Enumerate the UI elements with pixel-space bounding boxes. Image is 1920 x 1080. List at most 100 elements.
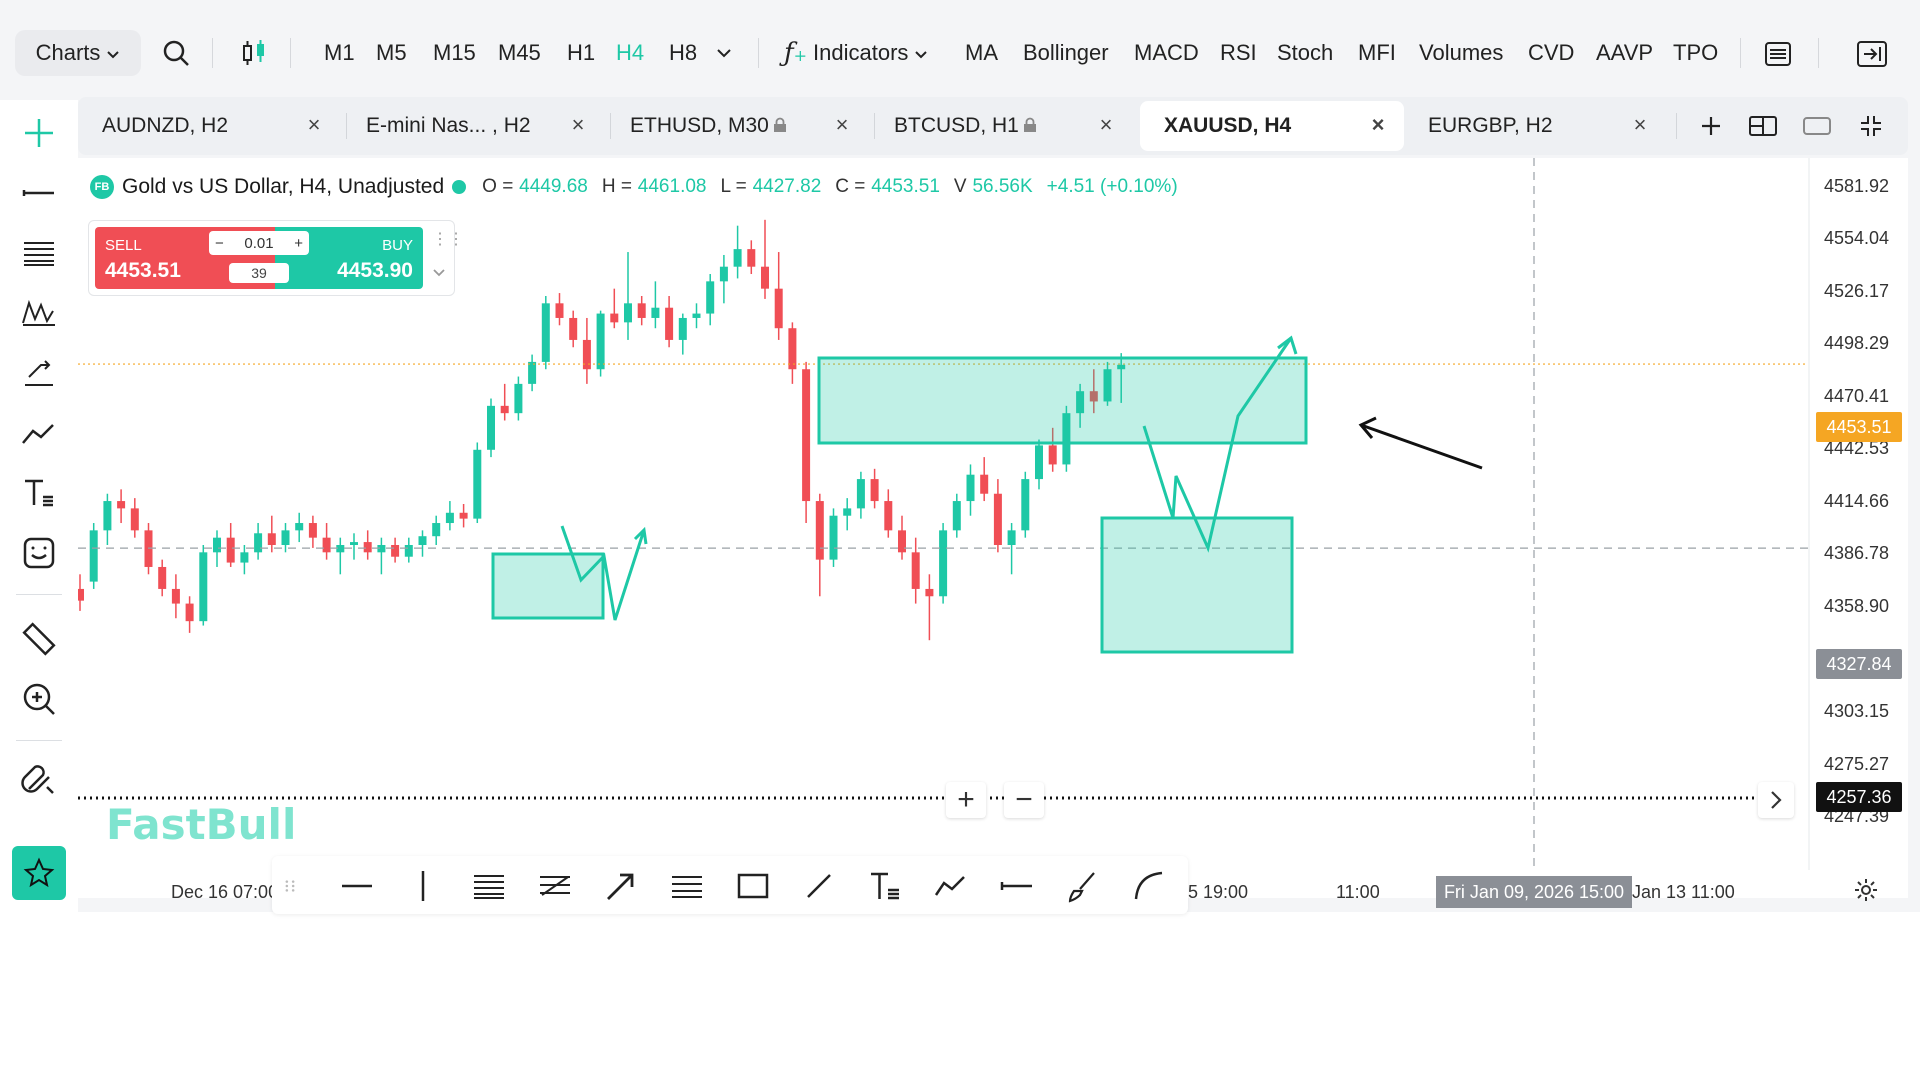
candle-body (870, 479, 879, 502)
tab-btcusd[interactable]: BTCUSD, H1 × (870, 101, 1132, 151)
timeframe-h8[interactable]: H8 (669, 40, 698, 65)
parallel-channel-icon[interactable] (666, 865, 708, 907)
timeframe-m15[interactable]: M15 (433, 40, 476, 65)
indicator-macd[interactable]: MACD (1134, 40, 1199, 65)
indicator-bollinger[interactable]: Bollinger (1023, 40, 1109, 65)
fibonacci-icon[interactable] (14, 228, 64, 278)
candle-body (624, 303, 632, 323)
vertical-line-icon[interactable] (402, 865, 444, 907)
charts-menu-button[interactable]: Charts (15, 30, 141, 76)
drag-handle-icon[interactable]: ⋮⋮ (432, 231, 464, 248)
indicator-aavp[interactable]: AAVP (1596, 40, 1654, 65)
candle-body (459, 512, 468, 519)
indicator-ma[interactable]: MA (965, 40, 998, 65)
fib-retracement-icon[interactable] (468, 865, 510, 907)
plus-icon[interactable]: + (294, 234, 303, 252)
price-chart[interactable] (78, 158, 1908, 898)
emoji-sticker-icon[interactable] (14, 528, 64, 578)
polyline-icon[interactable] (930, 865, 972, 907)
collapse-icon[interactable] (1856, 111, 1886, 141)
candle-body (774, 288, 783, 329)
layout-single-icon[interactable] (1802, 111, 1832, 141)
timeframe-h1[interactable]: H1 (567, 40, 596, 65)
ray-line-icon[interactable] (996, 865, 1038, 907)
brush-icon[interactable] (1062, 865, 1104, 907)
close-icon[interactable]: × (307, 112, 321, 137)
lot-size-stepper[interactable]: − 0.01 + (209, 231, 309, 255)
tab-audnzd[interactable]: AUDNZD, H2 × (78, 101, 340, 151)
projection-icon[interactable] (14, 348, 64, 398)
indicator-tpo[interactable]: TPO (1673, 40, 1719, 65)
zoom-in-icon[interactable] (14, 674, 64, 724)
indicators-menu-button[interactable]: ƒ+ Indicators (784, 30, 928, 76)
rectangle-tool-icon[interactable] (732, 865, 774, 907)
zoom-in-button[interactable]: + (946, 782, 986, 818)
magnet-icon[interactable] (14, 754, 64, 804)
time-tick: Dec 16 07:00 (171, 882, 279, 902)
indicator-rsi[interactable]: RSI (1220, 40, 1257, 65)
arc-tool-icon[interactable] (1128, 865, 1170, 907)
layers-icon[interactable] (1760, 36, 1796, 72)
add-tab-plus-icon[interactable] (1696, 111, 1726, 141)
candle-type-icon[interactable] (236, 30, 272, 76)
tab-xauusd[interactable]: XAUUSD, H4 × (1140, 101, 1404, 151)
favorites-star-button[interactable] (12, 846, 66, 900)
timeframe-m5[interactable]: M5 (376, 40, 407, 65)
text-tool-icon[interactable] (864, 865, 906, 907)
close-icon[interactable]: × (1371, 112, 1385, 137)
close-icon[interactable]: × (571, 112, 585, 137)
horizontal-line-icon[interactable] (14, 168, 64, 218)
candle-body (884, 501, 893, 531)
close-value: 4453.51 (871, 176, 940, 197)
timeframe-more-chevron-icon[interactable] (716, 30, 732, 76)
projection-path-left (560, 525, 646, 621)
candle-body (267, 533, 276, 545)
tab-divider (1676, 113, 1677, 139)
timeframe-m1[interactable]: M1 (324, 40, 355, 65)
candle-body (185, 603, 194, 622)
drag-handle-icon[interactable] (278, 865, 302, 907)
trend-line-icon[interactable] (14, 408, 64, 458)
timeframe-m45[interactable]: M45 (498, 40, 541, 65)
candle-body (939, 530, 948, 597)
indicator-cvd[interactable]: CVD (1528, 40, 1575, 65)
time-tick: Jan 13 11:00 (1632, 882, 1735, 902)
arrow-tool-icon[interactable] (600, 865, 642, 907)
high-value: 4461.08 (637, 176, 707, 197)
chevron-down-icon[interactable] (432, 265, 446, 283)
tab-emini-nasdaq[interactable]: E-mini Nas... , H2 × (342, 101, 604, 151)
tab-eurgbp[interactable]: EURGBP, H2 × (1404, 101, 1666, 151)
layout-split-icon[interactable] (1748, 111, 1778, 141)
candle-body (1117, 364, 1126, 370)
minus-icon[interactable]: − (215, 234, 224, 252)
candle-body (404, 544, 413, 557)
pattern-icon[interactable] (14, 288, 64, 338)
timeframe-h4[interactable]: H4 (616, 40, 645, 65)
search-icon[interactable] (158, 30, 194, 76)
indicator-stoch[interactable]: Stoch (1277, 40, 1334, 65)
candle-body (1021, 479, 1030, 531)
settings-gear-icon[interactable] (1852, 876, 1882, 906)
scroll-right-chevron-icon[interactable] (1758, 782, 1794, 818)
close-icon[interactable]: × (1099, 112, 1113, 137)
exit-fullscreen-icon[interactable] (1854, 36, 1890, 72)
trading-app: Charts M1 M5 M15 M45 H1 H4 H8 ƒ+ Indicat… (0, 0, 1920, 914)
open-value: 4449.68 (519, 176, 588, 197)
horizontal-line-icon[interactable] (336, 865, 378, 907)
tab-ethusd[interactable]: ETHUSD, M30 × (606, 101, 868, 151)
zoom-out-button[interactable]: − (1004, 782, 1044, 818)
indicator-mfi[interactable]: MFI (1358, 40, 1396, 65)
tab-label: ETHUSD, M30 (630, 114, 769, 137)
close-icon[interactable]: × (835, 112, 849, 137)
close-icon[interactable]: × (1633, 112, 1647, 137)
buy-label: BUY (382, 237, 413, 254)
low-label: L = (720, 176, 747, 197)
ruler-icon[interactable] (14, 614, 64, 664)
line-tool-icon[interactable] (798, 865, 840, 907)
price-tick: 4554.04 (1824, 228, 1890, 248)
fib-extension-icon[interactable] (534, 865, 576, 907)
crosshair-plus-icon[interactable] (14, 108, 64, 158)
price-tick: 4358.90 (1824, 596, 1890, 616)
text-tool-icon[interactable] (14, 468, 64, 518)
indicator-volumes[interactable]: Volumes (1419, 40, 1504, 65)
